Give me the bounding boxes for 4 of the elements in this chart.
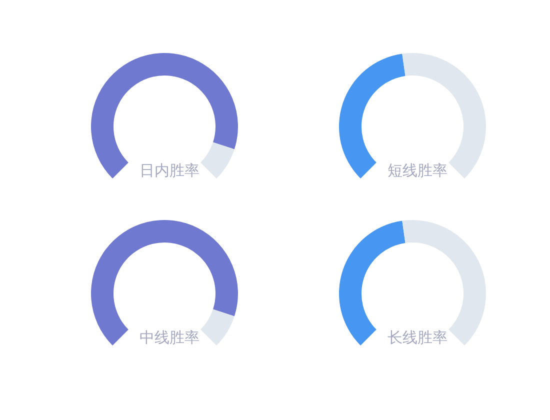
text: 长线胜率	[388, 330, 448, 346]
text: 日内胜率	[140, 162, 200, 180]
text: 短线胜率	[388, 162, 448, 180]
text: 中线胜率	[140, 330, 200, 346]
